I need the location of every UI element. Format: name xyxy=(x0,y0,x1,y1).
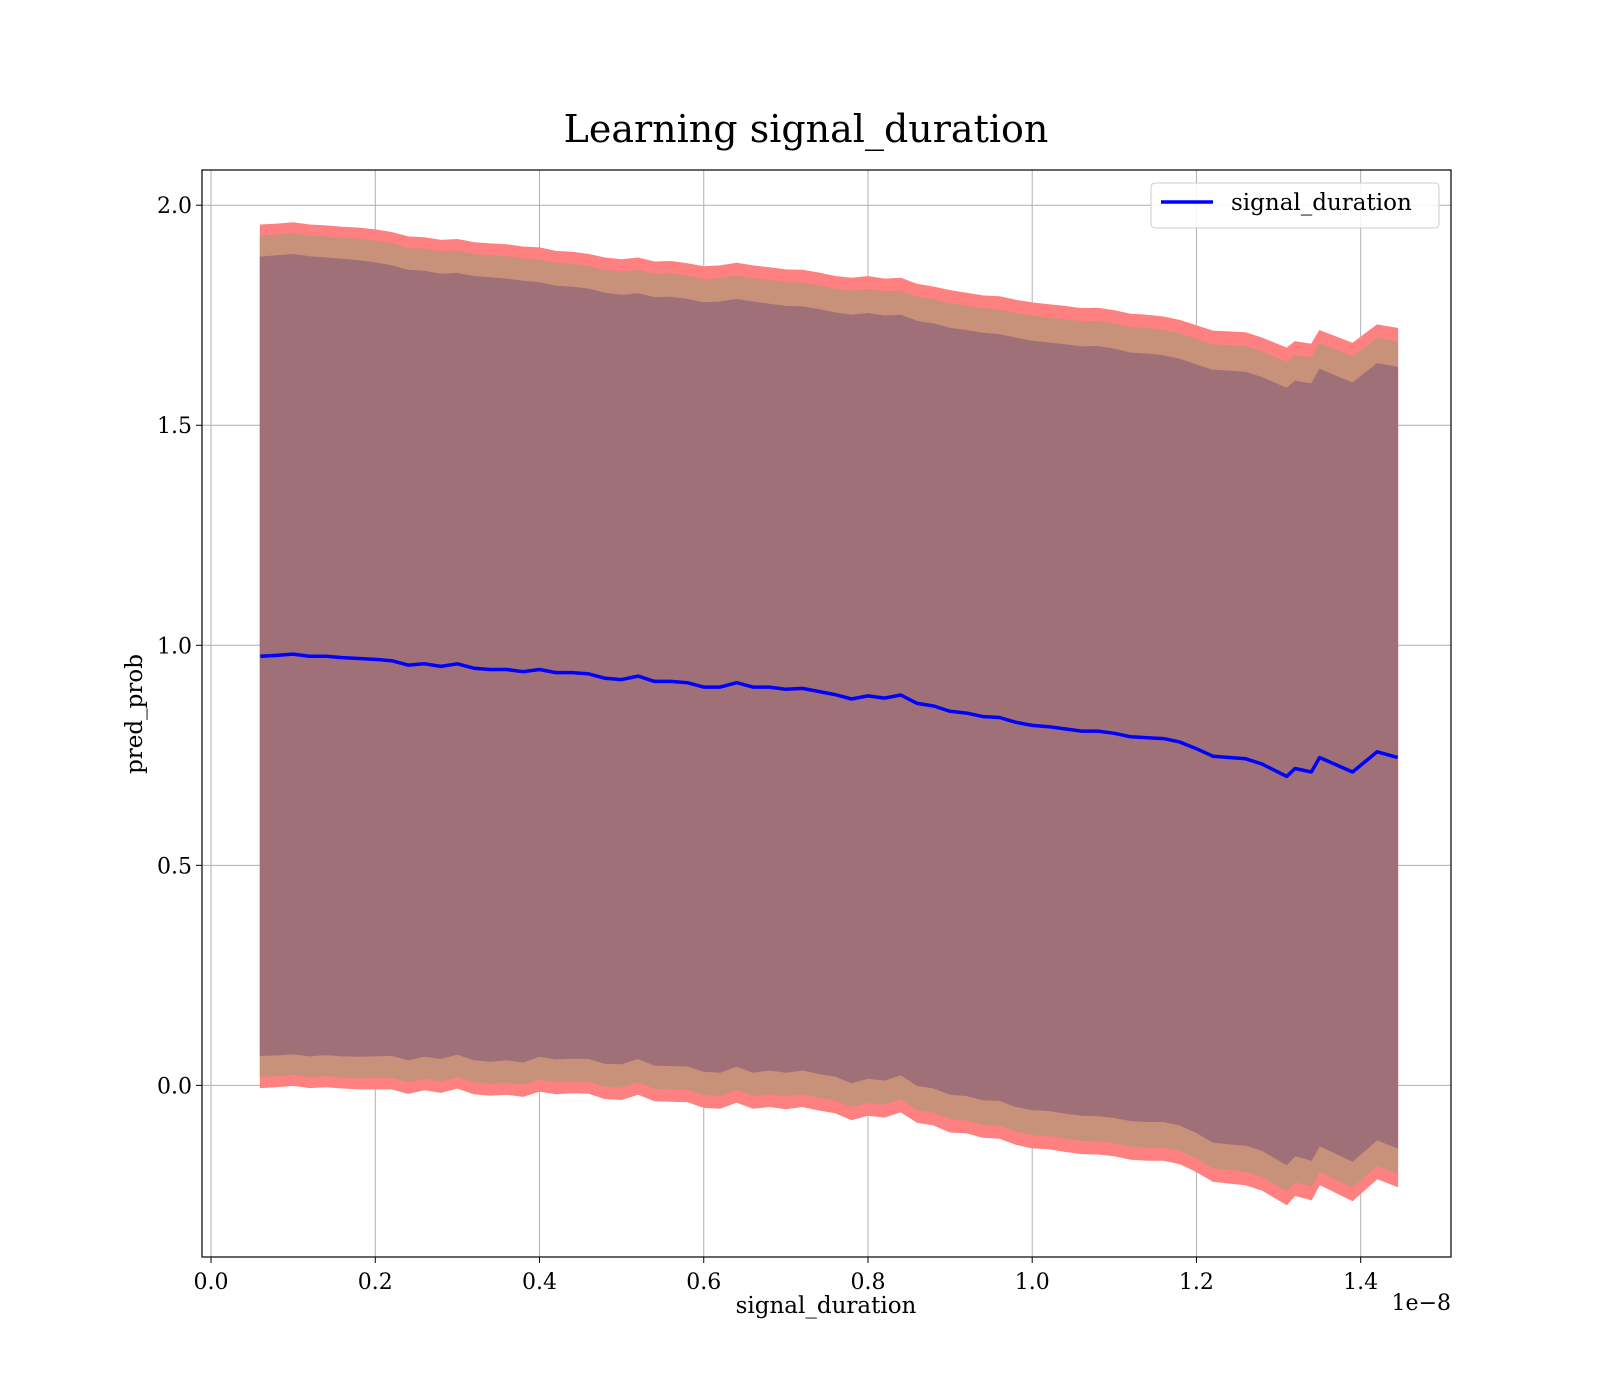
y-tick-label: 0.5 xyxy=(157,854,192,879)
series-lines xyxy=(260,652,1399,779)
x-tick-label: 0.2 xyxy=(358,1270,393,1295)
x-axis-ticks: 0.0 0.2 0.4 0.6 0.8 1.0 1.2 1.4 xyxy=(194,1257,1378,1295)
chart-title: Learning signal_duration xyxy=(564,107,1049,152)
legend: signal_duration xyxy=(1150,182,1440,229)
series-line-signal-duration xyxy=(260,652,1399,779)
x-tick-label: 1.4 xyxy=(1343,1270,1378,1295)
y-tick-label: 1.5 xyxy=(157,414,192,439)
x-tick-label: 1.2 xyxy=(1179,1270,1214,1295)
x-tick-label: 0.0 xyxy=(194,1270,229,1295)
legend-label: signal_duration xyxy=(1231,190,1412,216)
x-axis-label: signal_duration xyxy=(736,1293,917,1319)
plot-frame xyxy=(201,169,1452,1258)
y-tick-label: 1.0 xyxy=(157,634,192,659)
confidence-band-inner xyxy=(259,253,1399,1166)
confidence-bands xyxy=(259,222,1399,1206)
legend-box xyxy=(1150,182,1440,229)
y-axis-label: pred_prob xyxy=(122,654,148,774)
x-tick-label: 1.0 xyxy=(1015,1270,1050,1295)
y-axis-ticks: 0.0 0.5 1.0 1.5 2.0 xyxy=(157,194,202,1099)
y-tick-label: 2.0 xyxy=(157,194,192,219)
y-tick-label: 0.0 xyxy=(157,1074,192,1099)
x-tick-label: 0.4 xyxy=(522,1270,557,1295)
x-tick-label: 0.6 xyxy=(686,1270,721,1295)
x-tick-label: 0.8 xyxy=(850,1270,885,1295)
x-axis-offset-label: 1e−8 xyxy=(1392,1291,1451,1316)
